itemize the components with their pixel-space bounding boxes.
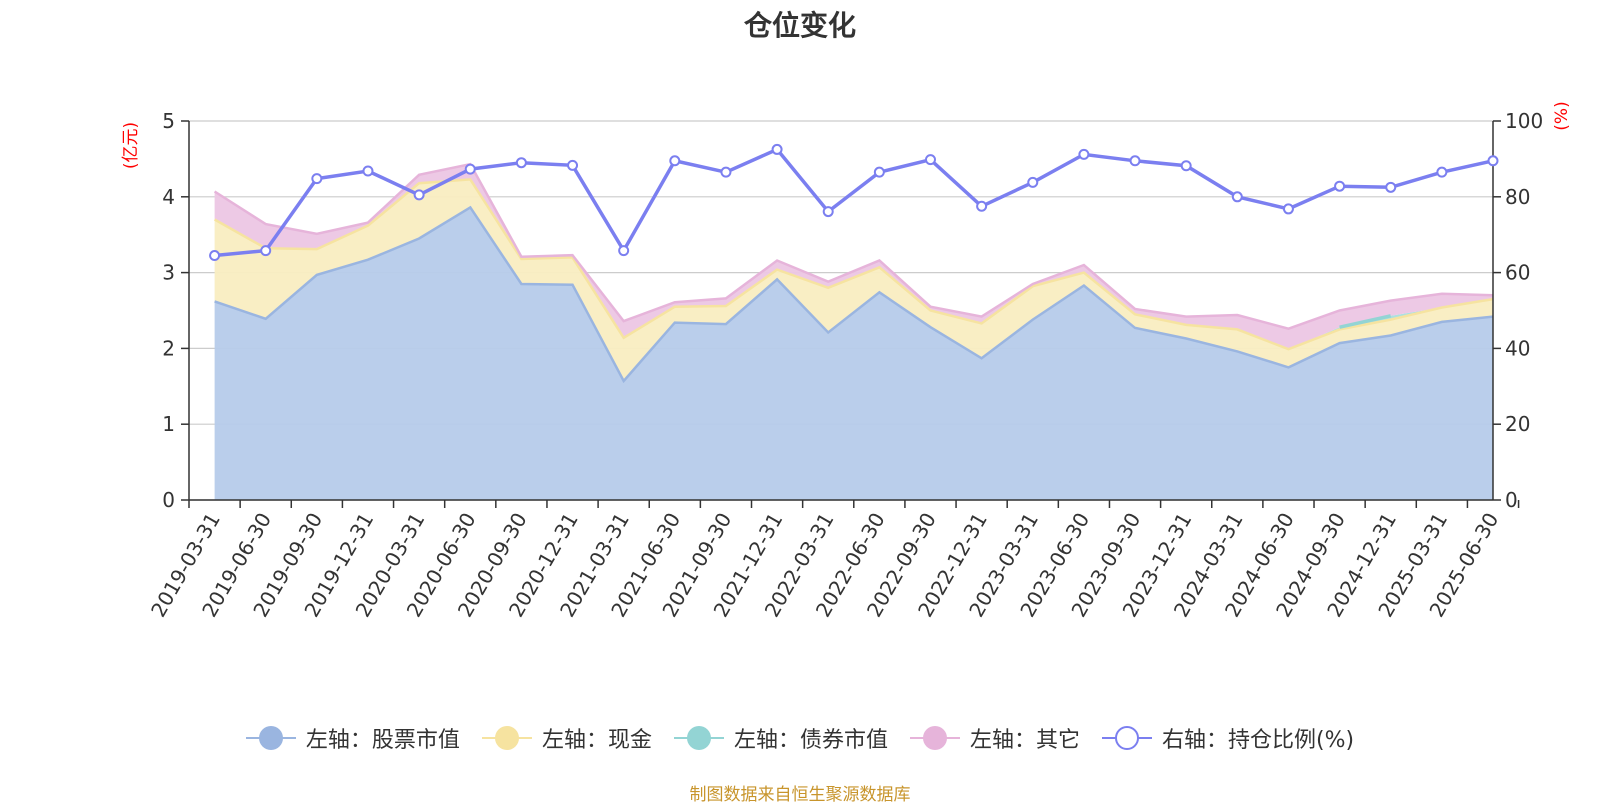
- right-tick-label: 20: [1505, 412, 1530, 436]
- ratio-point: [669, 155, 681, 167]
- legend-item[interactable]: 左轴：其它: [909, 722, 1080, 754]
- area-line-0: [214, 205, 1494, 384]
- legend-label: 左轴：现金: [541, 728, 652, 753]
- ratio-point: [260, 245, 272, 257]
- legend-marker: [245, 723, 296, 753]
- ratio-point: [873, 166, 885, 178]
- legend-label: 左轴：债券市值: [733, 728, 888, 753]
- left-tick-label: 5: [162, 109, 175, 133]
- line-layer: [213, 162, 1494, 384]
- ratio-point: [1129, 155, 1141, 167]
- ratio-point: [618, 245, 630, 257]
- ratio-point: [1334, 180, 1346, 192]
- ratio-point: [311, 173, 323, 185]
- ratio-point: [362, 165, 374, 177]
- ratio-point: [464, 163, 476, 175]
- right-tick-label: 60: [1505, 261, 1530, 285]
- ratio-point: [1027, 176, 1039, 188]
- ratio-point: [1282, 203, 1294, 215]
- ratio-line: [214, 147, 1494, 258]
- right-tick-label: 40: [1505, 336, 1530, 360]
- left-axis-unit: (亿元): [121, 122, 141, 169]
- ratio-point: [1078, 148, 1090, 160]
- marker-layer: [209, 143, 1499, 262]
- left-tick-label: 0: [162, 488, 175, 512]
- ratio-point: [1385, 181, 1397, 193]
- legend-marker: [481, 723, 532, 753]
- ratio-point: [771, 143, 783, 155]
- area-line-3: [213, 162, 1494, 331]
- area-line-2: [1339, 314, 1392, 329]
- ratio-point: [924, 154, 936, 166]
- area-0: [214, 207, 1494, 500]
- ratio-point: [209, 250, 221, 262]
- right-tick-label: 0: [1505, 488, 1518, 512]
- right-axis-unit: (%): [1552, 101, 1572, 130]
- area-1: [214, 179, 1494, 381]
- legend-marker: [673, 723, 724, 753]
- legend: 左轴：股票市值 左轴：现金 左轴：债券市值 左轴：其它 右轴：持仓比例(%): [0, 722, 1600, 754]
- area-layer: [214, 164, 1494, 500]
- ratio-point: [413, 189, 425, 201]
- ratio-point: [515, 157, 527, 169]
- right-tick-label: 100: [1505, 109, 1543, 133]
- legend-item[interactable]: 右轴：持仓比例(%): [1101, 722, 1355, 754]
- legend-label: 左轴：股票市值: [305, 728, 460, 753]
- legend-item[interactable]: 左轴：股票市值: [245, 722, 460, 754]
- ratio-point: [1487, 155, 1499, 167]
- ratio-point: [1231, 191, 1243, 203]
- legend-item[interactable]: 左轴：现金: [481, 722, 652, 754]
- ratio-point: [822, 206, 834, 218]
- ratio-point: [1436, 166, 1448, 178]
- legend-label: 右轴：持仓比例(%): [1161, 728, 1355, 753]
- right-tick-label: 80: [1505, 185, 1530, 209]
- legend-marker: [909, 723, 960, 753]
- left-tick-label: 4: [162, 185, 175, 209]
- legend-item[interactable]: 左轴：债券市值: [673, 722, 888, 754]
- source-note: 制图数据来自恒生聚源数据库: [689, 785, 911, 805]
- left-tick-label: 2: [162, 336, 175, 360]
- ratio-point: [1180, 160, 1192, 172]
- ratio-point: [567, 159, 579, 171]
- ratio-point: [976, 200, 988, 212]
- ratio-point: [720, 166, 732, 178]
- chart-title: 仓位变化: [743, 9, 856, 42]
- left-tick-label: 3: [162, 261, 175, 285]
- left-tick-label: 1: [162, 412, 175, 436]
- area-line-1: [213, 178, 1494, 351]
- legend-label: 左轴：其它: [969, 728, 1080, 753]
- legend-marker: [1101, 723, 1152, 753]
